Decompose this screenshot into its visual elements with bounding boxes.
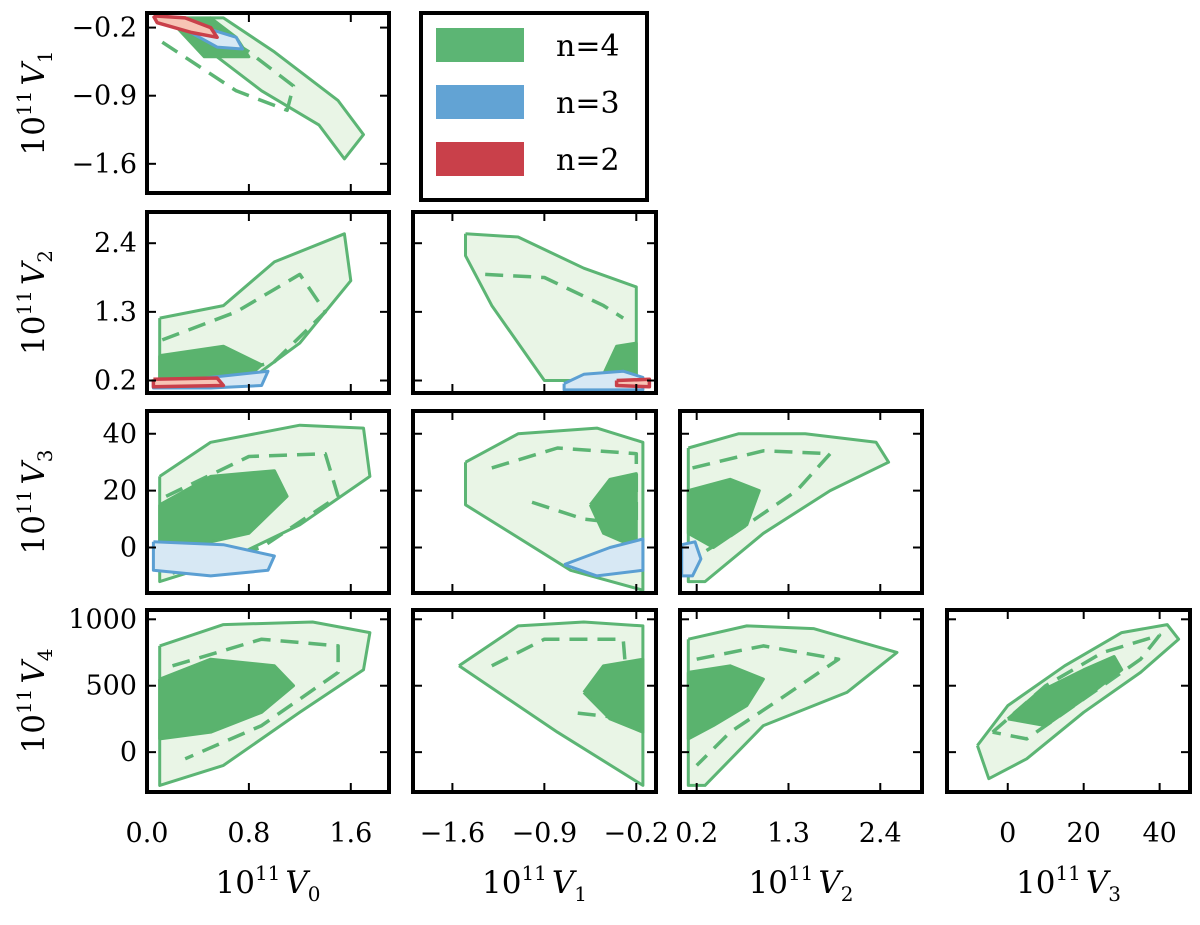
panel-frame	[411, 608, 658, 794]
x-tick-label: 40	[1142, 818, 1176, 849]
contour-n4-outer	[686, 624, 899, 787]
panel-frame	[145, 409, 391, 595]
x-tick-label: 20	[1067, 818, 1101, 849]
x-tick-label: 0.2	[675, 818, 718, 849]
panel-r1-c0	[145, 11, 391, 195]
contour-n4-outer-dashed	[695, 644, 841, 767]
axis-label-V2: 1011V2	[12, 250, 57, 355]
contour-n2-outer	[614, 377, 652, 389]
contour-n4-inner	[1006, 655, 1124, 728]
legend: n=4 n=3 n=2	[419, 11, 649, 202]
x-tick-label: 0.8	[227, 818, 270, 849]
panel-r3-c2	[678, 409, 924, 595]
y-tick-label: 0	[120, 533, 137, 564]
y-tick-label: −0.2	[71, 13, 137, 44]
y-tick-label: 20	[103, 476, 137, 507]
panel-r4-c2	[678, 608, 924, 794]
contour-n4-inner	[588, 472, 638, 549]
panel-r2-c1	[411, 210, 658, 395]
contour-n4-inner	[686, 664, 765, 741]
y-tick-label: 0	[120, 737, 137, 768]
x-tick-label: 1.6	[329, 818, 372, 849]
contour-n4-outer-dashed	[171, 637, 340, 761]
contour-n3-outer	[151, 540, 276, 578]
x-tick-label: −1.6	[420, 818, 486, 849]
legend-label: n=3	[556, 86, 620, 121]
panel-r3-c1	[411, 409, 658, 595]
contour-n4-outer	[464, 426, 645, 592]
contour-n4-inner	[158, 657, 295, 741]
y-tick-label: 40	[103, 419, 137, 450]
contour-n4-outer-dashed	[161, 272, 328, 380]
legend-label: n=4	[556, 29, 620, 64]
x-tick-label: 0	[999, 818, 1016, 849]
contour-n4-outer	[458, 620, 645, 787]
panel-r4-c3	[945, 608, 1192, 794]
panel-frame	[945, 608, 1192, 794]
contour-n4-outer-dashed	[485, 272, 625, 320]
legend-label: n=2	[556, 143, 620, 178]
panel-frame	[411, 210, 658, 395]
x-tick-label: −0.9	[512, 818, 578, 849]
axis-label-V4: 1011V4	[12, 648, 57, 753]
y-tick-label: 1.3	[94, 297, 137, 328]
x-tick-label: 1.3	[767, 818, 810, 849]
panel-frame	[145, 608, 391, 794]
y-tick-label: −0.9	[71, 81, 137, 112]
axis-label-V1: 1011V1	[12, 50, 57, 155]
x-tick-label: 2.4	[859, 818, 902, 849]
legend-swatch	[436, 85, 524, 119]
contour-n4-outer	[686, 432, 891, 584]
panel-r4-c0	[145, 608, 391, 794]
y-tick-label: 500	[85, 671, 137, 702]
x-tick-label: −0.2	[604, 818, 670, 849]
panel-frame	[678, 608, 924, 794]
contour-n4-outer-dashed	[991, 633, 1162, 741]
y-tick-label: −1.6	[71, 149, 137, 180]
contour-n4-outer-dashed	[687, 449, 832, 564]
contour-n2-outer	[151, 376, 226, 389]
axis-label-V0: 1011 V0	[215, 861, 320, 906]
y-tick-label: 0.2	[94, 366, 137, 397]
y-tick-label: 2.4	[94, 228, 137, 259]
legend-swatch	[436, 142, 524, 176]
panel-r3-c0	[145, 409, 391, 595]
y-tick-label: 1000	[68, 604, 137, 635]
legend-swatch	[436, 28, 524, 62]
x-tick-label: 0.0	[126, 818, 169, 849]
panel-r2-c0	[145, 210, 391, 395]
contour-n2-outer	[151, 14, 219, 40]
panel-frame	[145, 11, 391, 195]
panel-frame	[145, 210, 391, 395]
contour-n3-outer	[563, 537, 645, 578]
contour-n4-inner	[582, 657, 645, 734]
panel-r4-c1	[411, 608, 658, 794]
contour-n4-inner	[686, 477, 761, 549]
panel-frame	[411, 409, 658, 595]
panel-frame	[678, 409, 924, 595]
axis-label-V3: 1011V3	[12, 449, 57, 554]
